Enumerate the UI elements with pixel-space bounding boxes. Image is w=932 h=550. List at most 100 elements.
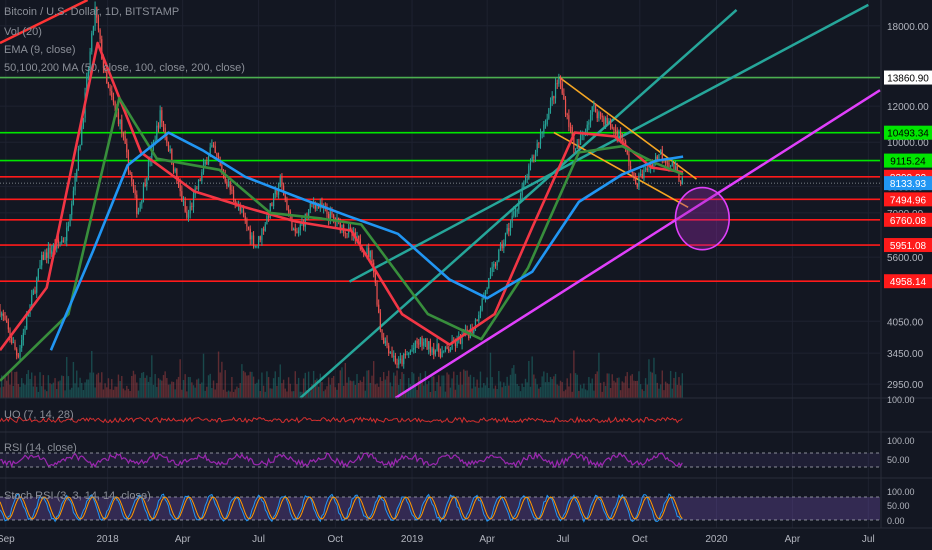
price-label-text: 8133.93 (890, 179, 927, 190)
x-tick-label: Oct (328, 534, 344, 545)
volume-bar (107, 378, 110, 398)
volume-bar (388, 370, 390, 398)
candle-body (566, 114, 568, 116)
y-tick-label: 18000.00 (887, 22, 929, 33)
volume-bar (433, 376, 435, 398)
wedge-line (558, 76, 697, 180)
candle-body (172, 164, 175, 172)
volume-bar (463, 369, 465, 398)
candle-body (538, 143, 540, 145)
candle-body (369, 251, 371, 258)
candle-body (646, 168, 648, 171)
candle-body (177, 180, 180, 183)
candle-body (166, 136, 168, 143)
volume-bar (214, 389, 216, 398)
candle-body (229, 181, 231, 190)
price-label-box (884, 125, 932, 140)
volume-bar (448, 374, 450, 398)
candle-body (126, 143, 128, 153)
volume-bar (386, 376, 388, 398)
volume-bar (421, 380, 423, 398)
candle-body (189, 206, 191, 214)
volume-bar (144, 377, 146, 398)
volume-bar (231, 376, 233, 398)
volume-bar (628, 388, 630, 398)
volume-bar (254, 383, 256, 398)
volume-bar (334, 387, 337, 398)
candle-body (114, 101, 116, 108)
candle-body (191, 206, 193, 208)
candle-body (36, 277, 38, 293)
volume-bar (276, 385, 278, 398)
channel-line (0, 0, 89, 45)
volume-bar (0, 387, 1, 398)
volume-bar (382, 372, 385, 398)
stoch-d-line (0, 496, 683, 520)
volume-bar (618, 377, 620, 398)
indicator-panels (0, 397, 932, 529)
candle-body (391, 352, 393, 357)
candle-body (81, 126, 83, 145)
candle-body (346, 233, 348, 235)
volume-bar (289, 383, 291, 398)
price-label: 6760.08 (884, 212, 932, 227)
candle-body (96, 7, 98, 18)
volume-bar (347, 377, 350, 398)
candle-body (259, 236, 261, 240)
candle-body (82, 117, 85, 127)
volume-bar (426, 384, 428, 398)
x-tick-label: Apr (785, 534, 801, 545)
volume-bar (52, 382, 55, 398)
candle-body (489, 272, 492, 279)
volume-bar (486, 377, 488, 398)
candle-body (516, 209, 518, 212)
candle-body (433, 348, 435, 355)
candle-body (581, 134, 583, 136)
candle-body (127, 152, 130, 172)
volume-bar (474, 386, 477, 398)
candle-body (94, 7, 96, 27)
volume-bar (189, 377, 191, 398)
candle-body (176, 169, 178, 181)
volume-bar (42, 375, 45, 398)
candle-body (284, 195, 286, 200)
uo-legend: UO (7, 14, 28) (4, 409, 74, 421)
volume-bar (309, 391, 311, 398)
volume-bar (606, 373, 608, 398)
candle-body (192, 194, 195, 208)
volume-bar (391, 386, 393, 398)
candle-body (666, 162, 668, 164)
volume-bar (169, 384, 171, 398)
candle-body (680, 181, 682, 184)
volume-bar (82, 389, 85, 398)
volume-bar (246, 375, 248, 398)
candle-body (553, 96, 555, 99)
volume-bar (151, 355, 153, 398)
volume-bar (519, 391, 522, 398)
volume-bar (398, 384, 400, 398)
candle-body (71, 204, 73, 215)
candle-body (256, 245, 258, 247)
volume-bar (673, 377, 675, 398)
volume-bar (423, 385, 425, 398)
candle-body (32, 290, 34, 295)
candle-body (408, 353, 410, 355)
candle-body (64, 240, 66, 242)
volume-bar (29, 378, 31, 398)
candle-body (246, 220, 248, 227)
volume-bar (483, 382, 485, 398)
volume-bar (496, 388, 498, 398)
volume-bar (266, 371, 268, 398)
x-tick-label: 2019 (401, 534, 424, 545)
candle-body (129, 171, 131, 175)
volume-bar (493, 388, 495, 398)
candle-body (162, 122, 165, 128)
volume-bar (531, 356, 533, 398)
candle-body (69, 214, 71, 227)
candle-body (544, 124, 547, 126)
y-tick-label: 4050.00 (887, 317, 924, 328)
candle-body (596, 112, 598, 119)
volume-bar (292, 391, 295, 398)
candle-body (239, 204, 241, 211)
